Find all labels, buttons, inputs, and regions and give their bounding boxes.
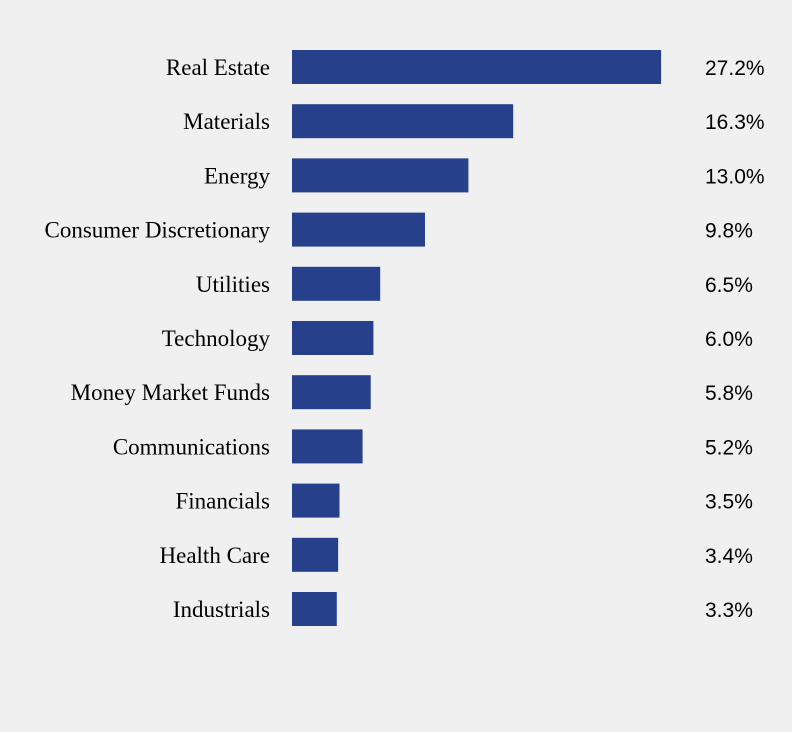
value-label: 16.3% <box>705 111 765 134</box>
value-label: 9.8% <box>705 220 753 243</box>
bar <box>292 104 514 139</box>
bar <box>292 321 374 355</box>
value-label: 6.0% <box>705 328 753 351</box>
bar <box>292 50 662 84</box>
category-label: Communications <box>113 434 270 459</box>
category-label: Materials <box>183 109 270 134</box>
value-label: 3.4% <box>705 545 753 568</box>
category-label: Industrials <box>173 597 270 622</box>
value-label: 6.5% <box>705 274 753 297</box>
bar <box>292 483 340 518</box>
category-label: Energy <box>204 163 271 188</box>
value-label: 13.0% <box>705 165 765 188</box>
bar <box>292 375 371 410</box>
value-label: 5.2% <box>705 436 753 459</box>
category-label: Health Care <box>160 543 270 568</box>
value-label: 27.2% <box>705 57 765 80</box>
bar <box>292 266 381 301</box>
bar <box>292 592 337 626</box>
value-label: 3.3% <box>705 599 753 622</box>
bar <box>292 212 425 247</box>
category-label: Consumer Discretionary <box>45 218 271 243</box>
bar <box>292 158 469 193</box>
category-label: Utilities <box>196 272 270 297</box>
value-label: 5.8% <box>705 382 753 405</box>
category-label: Technology <box>162 326 271 351</box>
bar <box>292 537 339 572</box>
category-label: Financials <box>175 489 270 514</box>
value-label: 3.5% <box>705 491 753 514</box>
category-label: Real Estate <box>166 55 270 80</box>
category-label: Money Market Funds <box>71 380 270 405</box>
bar <box>292 429 363 464</box>
